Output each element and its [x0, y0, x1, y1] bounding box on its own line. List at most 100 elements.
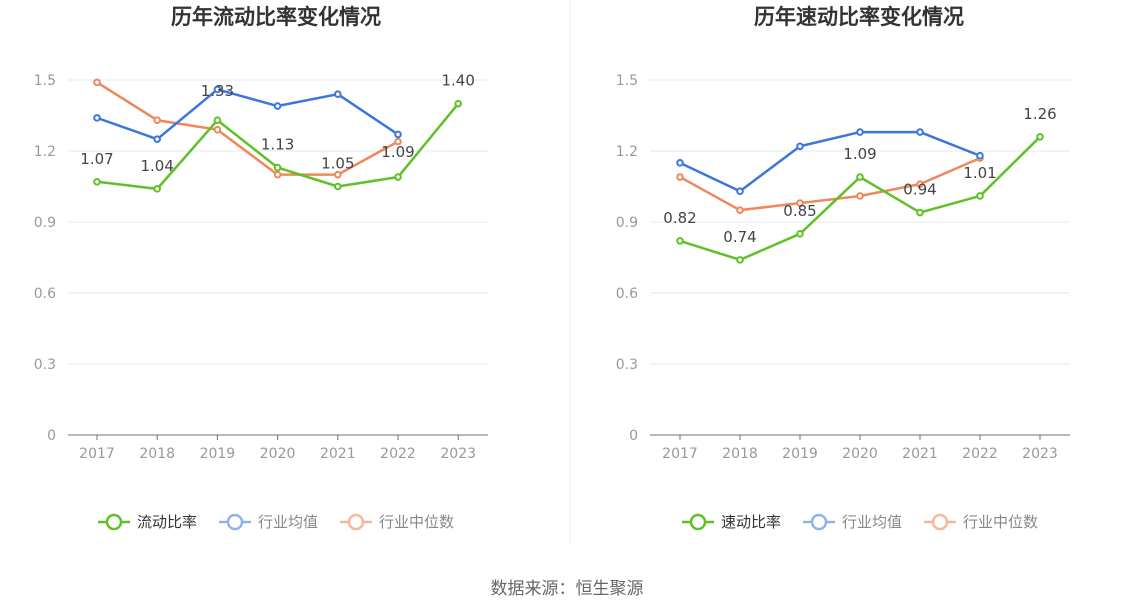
data-point[interactable]	[153, 135, 161, 143]
legend-label: 行业均值	[842, 513, 902, 531]
data-point[interactable]	[93, 78, 101, 87]
data-point[interactable]	[334, 182, 342, 191]
data-point[interactable]	[856, 192, 864, 200]
data-point[interactable]	[856, 173, 864, 181]
data-point[interactable]	[676, 159, 684, 167]
data-label: 1.05	[321, 155, 354, 173]
x-tick-label: 2023	[440, 446, 476, 462]
legend-item-0[interactable]: 速动比率	[682, 513, 781, 531]
data-point[interactable]	[394, 130, 402, 139]
data-label: 1.04	[140, 157, 173, 175]
data-point[interactable]	[976, 151, 984, 160]
series-line-1	[679, 130, 981, 193]
legend-label: 流动比率	[137, 513, 197, 531]
data-point[interactable]	[213, 116, 222, 125]
chart-1: 历年流动比率变化情况 0 0.3 0.6 0.9 1.2 1.5 2017 2018 2019 20…	[34, 5, 488, 531]
legend-item-2[interactable]: 行业中位数	[924, 513, 1038, 531]
data-label: 0.82	[663, 209, 696, 227]
x-tick-label: 2019	[782, 446, 818, 462]
data-point[interactable]	[153, 185, 161, 193]
data-label: 1.26	[1023, 105, 1056, 123]
chart-2: 历年速动比率变化情况 0 0.3 0.6 0.9 1.2 1.5 2017 2018 2019 20…	[616, 5, 1070, 531]
x-tick-label: 2023	[1022, 446, 1058, 462]
legend-marker-icon	[226, 513, 244, 531]
x-tick-label: 2022	[962, 446, 998, 462]
data-label: 1.01	[963, 164, 996, 182]
x-tick-label: 2019	[200, 446, 236, 462]
data-point[interactable]	[676, 173, 684, 181]
data-label: 1.13	[261, 136, 294, 154]
y-tick-label: 0.9	[616, 215, 638, 231]
data-point[interactable]	[213, 125, 222, 134]
y-tick-label: 0.6	[616, 286, 638, 302]
legend-item-2[interactable]: 行业中位数	[340, 513, 454, 531]
legend-marker-icon	[810, 513, 828, 531]
y-tick-label: 0	[47, 428, 56, 444]
data-label: 1.33	[201, 82, 234, 100]
data-label: 1.09	[381, 143, 414, 161]
legend-item-1[interactable]: 行业均值	[219, 513, 318, 531]
data-point[interactable]	[153, 116, 161, 125]
data-point[interactable]	[334, 90, 342, 98]
data-point[interactable]	[736, 256, 744, 264]
data-point[interactable]	[1036, 133, 1044, 141]
data-point[interactable]	[916, 180, 924, 188]
legend-label: 行业中位数	[963, 513, 1038, 531]
x-tick-label: 2018	[722, 446, 758, 462]
data-point[interactable]	[273, 170, 282, 179]
legend-marker-icon	[105, 513, 123, 531]
x-tick-label: 2020	[842, 446, 878, 462]
y-tick-label: 0.9	[34, 215, 56, 231]
data-point[interactable]	[273, 102, 282, 110]
series-line-1	[96, 88, 399, 141]
data-label: 0.85	[783, 202, 816, 220]
chart-title: 历年流动比率变化情况	[171, 5, 381, 29]
data-point[interactable]	[334, 170, 342, 179]
data-label: 1.40	[441, 72, 474, 90]
data-point[interactable]	[796, 142, 804, 151]
data-point[interactable]	[916, 128, 924, 136]
data-label: 0.94	[903, 181, 936, 199]
x-tick-label: 2020	[260, 446, 296, 462]
legend-label: 速动比率	[721, 513, 781, 531]
data-point[interactable]	[454, 99, 463, 108]
x-tick-label: 2017	[662, 446, 698, 462]
legend-label: 行业均值	[258, 513, 318, 531]
y-tick-label: 0.6	[34, 286, 56, 302]
data-point[interactable]	[394, 137, 402, 146]
x-tick-label: 2021	[320, 446, 356, 462]
data-point[interactable]	[916, 208, 924, 217]
data-point[interactable]	[796, 230, 804, 238]
x-tick-label: 2018	[139, 446, 175, 462]
y-tick-label: 0.3	[616, 357, 638, 373]
legend-marker-icon	[931, 513, 949, 531]
source-note: 数据来源：恒生聚源	[490, 579, 644, 599]
data-point[interactable]	[796, 199, 804, 207]
legend-item-1[interactable]: 行业均值	[803, 513, 902, 531]
data-point[interactable]	[676, 237, 684, 245]
data-point[interactable]	[856, 128, 864, 136]
legend-marker-icon	[347, 513, 365, 531]
data-point[interactable]	[93, 114, 101, 122]
data-label: 1.07	[80, 150, 113, 168]
y-tick-label: 1.2	[616, 144, 638, 160]
y-tick-label: 1.5	[616, 73, 638, 89]
x-tick-label: 2021	[902, 446, 938, 462]
data-point[interactable]	[273, 163, 282, 172]
x-tick-label: 2017	[79, 446, 115, 462]
data-point[interactable]	[976, 192, 984, 200]
legend-marker-icon	[689, 513, 707, 531]
data-point[interactable]	[736, 187, 744, 196]
data-point[interactable]	[213, 85, 222, 94]
x-tick-label: 2022	[380, 446, 416, 462]
series-line-2	[96, 81, 399, 176]
data-point[interactable]	[736, 206, 744, 214]
y-tick-label: 0	[629, 428, 638, 444]
data-point[interactable]	[394, 173, 402, 181]
y-tick-label: 0.3	[34, 357, 56, 373]
legend-item-0[interactable]: 流动比率	[98, 513, 197, 531]
data-label: 0.74	[723, 228, 756, 246]
data-point[interactable]	[93, 177, 101, 186]
y-tick-label: 1.2	[34, 144, 56, 160]
